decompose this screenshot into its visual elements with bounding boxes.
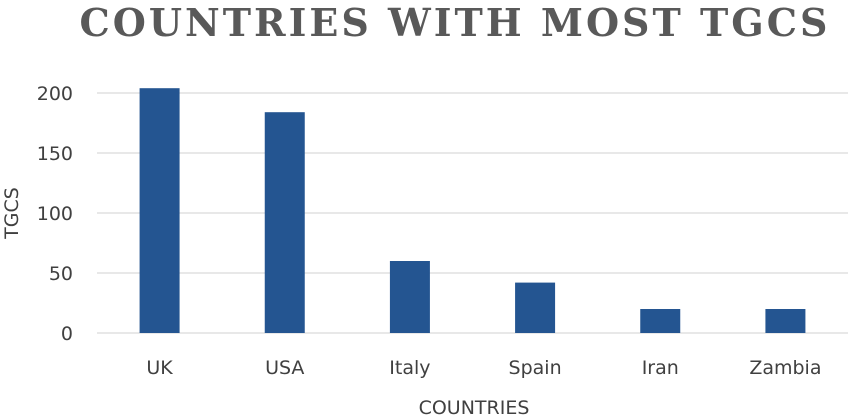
bars — [139, 88, 806, 333]
x-tick-label-uk: UK — [146, 357, 173, 379]
x-axis-tick-labels: UK USA Italy Spain Iran Zambia — [146, 357, 821, 379]
bar-italy — [389, 261, 430, 333]
y-axis-label: TGCS — [1, 187, 23, 240]
bar-uk — [139, 88, 180, 333]
y-tick-label: 0 — [61, 323, 73, 345]
bar-usa — [264, 112, 305, 333]
x-tick-label-usa: USA — [265, 357, 304, 379]
y-tick-label: 150 — [37, 143, 73, 165]
bar-iran — [640, 309, 681, 333]
y-tick-label: 50 — [49, 263, 73, 285]
y-tick-label: 200 — [37, 83, 73, 105]
x-tick-label-zambia: Zambia — [749, 357, 821, 379]
bar-spain — [515, 282, 556, 333]
x-tick-label-spain: Spain — [509, 357, 562, 379]
y-axis-tick-labels: 0 50 100 150 200 — [37, 83, 73, 345]
x-tick-label-iran: Iran — [642, 357, 679, 379]
gridlines — [97, 92, 848, 334]
y-tick-label: 100 — [37, 203, 73, 225]
chart-title: COUNTRIES WITH MOST TGCS — [80, 0, 831, 45]
x-tick-label-italy: Italy — [389, 357, 430, 379]
x-axis-label: COUNTRIES — [419, 397, 530, 417]
bar-zambia — [765, 309, 806, 333]
